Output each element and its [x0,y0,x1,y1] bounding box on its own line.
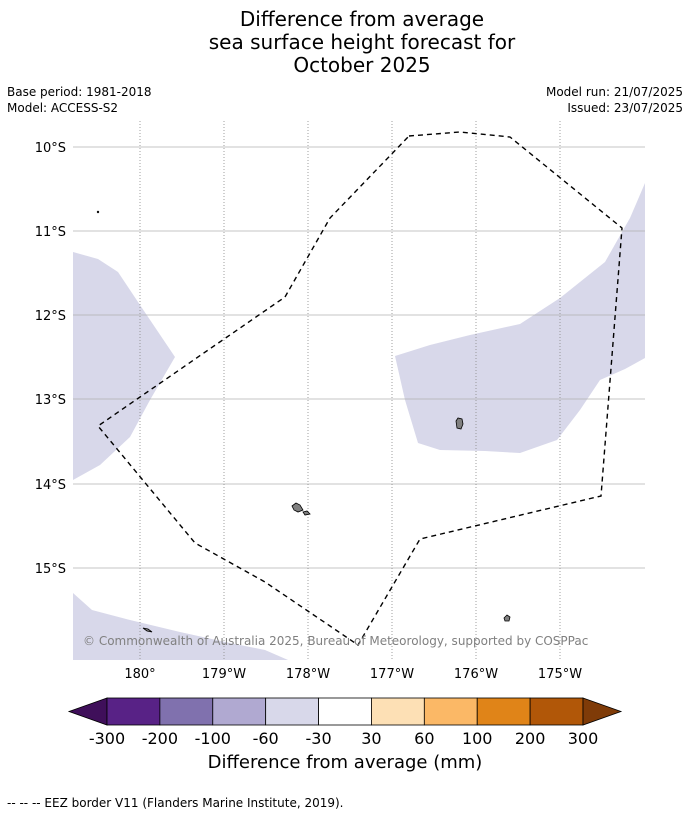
colorbar-segment [212,697,267,726]
anomaly-region-east [395,183,645,453]
lat-label-10s: 10°S [35,141,66,156]
colorbar-segment [318,697,372,726]
colorbar-segment [106,697,161,726]
colorbar-tick-label: 60 [414,729,434,748]
longitude-labels: 180° 179°W 178°W 177°W 176°W 175°W [124,667,582,682]
latitude-labels: 10°S 11°S 12°S 13°S 14°S 15°S [35,141,66,577]
title-line-3: October 2025 [293,53,431,77]
colorbar-tick-label: -200 [142,729,178,748]
colorbar-tick-label: -30 [305,729,331,748]
lon-label-178w: 178°W [286,667,330,682]
lon-label-177w: 177°W [370,667,414,682]
issued-text: Issued: 23/07/2025 [567,101,683,115]
copyright-text: © Commonwealth of Australia 2025, Bureau… [83,634,588,648]
model-run-text: Model run: 21/07/2025 [545,85,683,99]
island-southwest [142,627,153,633]
lon-label-175w: 175°W [538,667,582,682]
colorbar-tick-label: 300 [568,729,599,748]
colorbar-segment [423,697,478,726]
island-rotuma-east [455,417,464,430]
colorbar: -300 -200 -100 -60 -30 30 60 100 200 300 [67,697,623,748]
base-period-text: Base period: 1981-2018 [7,85,152,99]
lat-label-14s: 14°S [35,478,66,493]
lon-label-176w: 176°W [454,667,498,682]
colorbar-segment [529,697,584,726]
eez-legend-note: -- -- -- EEZ border V11 (Flanders Marine… [7,796,344,810]
colorbar-extend-low [67,697,108,726]
islet-northwest [96,210,100,214]
colorbar-tick-label: 200 [515,729,546,748]
colorbar-segment [265,697,319,726]
island-group-west [291,502,304,513]
lat-label-15s: 15°S [35,562,66,577]
colorbar-segment [476,697,531,726]
colorbar-tick-label: -300 [89,729,125,748]
colorbar-segment [371,697,425,726]
latitude-gridlines [73,146,645,569]
model-text: Model: ACCESS-S2 [7,101,119,115]
title-line-2: sea surface height forecast for [208,30,516,54]
island-southeast [503,614,511,622]
lat-label-11s: 11°S [35,225,66,240]
land-islands [96,210,511,633]
colorbar-tick-label: -100 [195,729,231,748]
map-area: © Commonwealth of Australia 2025, Bureau… [73,121,645,660]
lon-label-179w: 179°W [202,667,246,682]
colorbar-tick-label: 30 [361,729,381,748]
colorbar-extend-high [582,697,623,726]
meta-left: Base period: 1981-2018 Model: ACCESS-S2 [7,84,152,116]
meta-right: Model run: 21/07/2025 Issued: 23/07/2025 [546,84,683,116]
eez-border [96,131,623,646]
colorbar-tick-label: -60 [253,729,279,748]
lon-label-180: 180° [124,667,155,682]
colorbar-label: Difference from average (mm) [207,752,483,773]
island-small-west [302,510,311,516]
lat-label-13s: 13°S [35,393,66,408]
colorbar-segment [159,697,214,726]
anomaly-region-southwest [73,593,289,660]
lat-label-12s: 12°S [35,309,66,324]
anomaly-region-west [73,252,175,480]
title-line-1: Difference from average [239,7,485,31]
map-title: Difference from average sea surface heig… [0,8,690,77]
colorbar-tick-label: 100 [462,729,493,748]
